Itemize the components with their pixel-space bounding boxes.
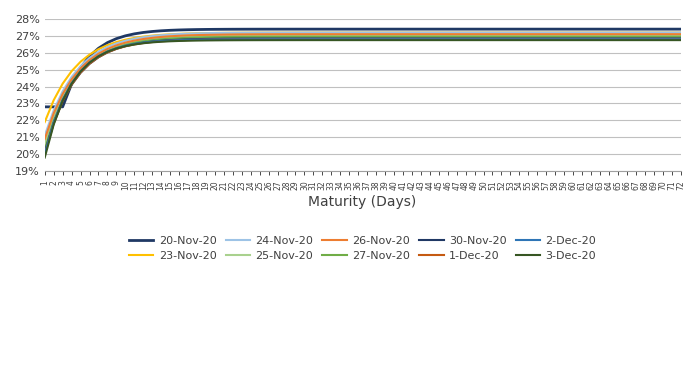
25-Nov-20 <box>41 140 49 145</box>
23-Nov-20 <box>470 30 479 35</box>
30-Nov-20 <box>444 36 452 40</box>
26-Nov-20 <box>399 32 407 36</box>
1-Dec-20 <box>130 42 139 47</box>
24-Nov-20 <box>41 134 49 138</box>
Line: 2-Dec-20: 2-Dec-20 <box>45 39 680 154</box>
2-Dec-20 <box>256 37 264 42</box>
30-Nov-20 <box>130 42 139 46</box>
3-Dec-20 <box>444 38 452 42</box>
27-Nov-20 <box>399 34 407 39</box>
26-Nov-20 <box>193 33 201 38</box>
20-Nov-20 <box>470 27 479 32</box>
26-Nov-20 <box>676 32 685 36</box>
Line: 24-Nov-20: 24-Nov-20 <box>45 33 680 136</box>
23-Nov-20 <box>130 36 139 40</box>
3-Dec-20 <box>130 42 139 47</box>
30-Nov-20 <box>399 36 407 40</box>
27-Nov-20 <box>676 34 685 39</box>
20-Nov-20 <box>41 105 49 109</box>
Line: 20-Nov-20: 20-Nov-20 <box>45 29 680 107</box>
1-Dec-20 <box>444 37 452 42</box>
23-Nov-20 <box>399 30 407 35</box>
1-Dec-20 <box>193 38 201 42</box>
2-Dec-20 <box>41 152 49 156</box>
30-Nov-20 <box>193 37 201 41</box>
24-Nov-20 <box>256 30 264 35</box>
27-Nov-20 <box>256 34 264 39</box>
30-Nov-20 <box>676 36 685 40</box>
24-Nov-20 <box>676 30 685 35</box>
24-Nov-20 <box>399 30 407 35</box>
3-Dec-20 <box>193 38 201 43</box>
20-Nov-20 <box>676 27 685 32</box>
20-Nov-20 <box>193 27 201 32</box>
23-Nov-20 <box>444 30 452 35</box>
23-Nov-20 <box>256 30 264 35</box>
2-Dec-20 <box>130 42 139 46</box>
24-Nov-20 <box>444 30 452 35</box>
26-Nov-20 <box>470 32 479 36</box>
27-Nov-20 <box>193 35 201 40</box>
Line: 3-Dec-20: 3-Dec-20 <box>45 40 680 158</box>
27-Nov-20 <box>41 147 49 152</box>
1-Dec-20 <box>41 152 49 156</box>
2-Dec-20 <box>444 37 452 42</box>
24-Nov-20 <box>130 36 139 41</box>
30-Nov-20 <box>470 36 479 40</box>
1-Dec-20 <box>399 37 407 42</box>
Line: 27-Nov-20: 27-Nov-20 <box>45 37 680 149</box>
25-Nov-20 <box>676 33 685 37</box>
25-Nov-20 <box>444 33 452 37</box>
25-Nov-20 <box>193 34 201 38</box>
20-Nov-20 <box>130 32 139 36</box>
3-Dec-20 <box>470 38 479 42</box>
25-Nov-20 <box>130 39 139 44</box>
27-Nov-20 <box>130 40 139 45</box>
26-Nov-20 <box>444 32 452 36</box>
Legend: 20-Nov-20, 23-Nov-20, 24-Nov-20, 25-Nov-20, 26-Nov-20, 27-Nov-20, 30-Nov-20, 1-D: 20-Nov-20, 23-Nov-20, 24-Nov-20, 25-Nov-… <box>125 231 601 266</box>
23-Nov-20 <box>41 120 49 124</box>
3-Dec-20 <box>256 38 264 42</box>
26-Nov-20 <box>130 38 139 43</box>
X-axis label: Maturity (Days): Maturity (Days) <box>309 195 416 209</box>
25-Nov-20 <box>399 33 407 37</box>
20-Nov-20 <box>256 27 264 32</box>
Line: 25-Nov-20: 25-Nov-20 <box>45 35 680 142</box>
3-Dec-20 <box>676 38 685 42</box>
Line: 23-Nov-20: 23-Nov-20 <box>45 33 680 122</box>
2-Dec-20 <box>193 38 201 42</box>
23-Nov-20 <box>676 30 685 35</box>
20-Nov-20 <box>444 27 452 32</box>
2-Dec-20 <box>399 37 407 42</box>
20-Nov-20 <box>399 27 407 32</box>
Line: 26-Nov-20: 26-Nov-20 <box>45 34 680 139</box>
1-Dec-20 <box>256 37 264 42</box>
Line: 1-Dec-20: 1-Dec-20 <box>45 39 680 154</box>
24-Nov-20 <box>470 30 479 35</box>
25-Nov-20 <box>470 33 479 37</box>
26-Nov-20 <box>256 32 264 37</box>
1-Dec-20 <box>470 37 479 42</box>
3-Dec-20 <box>41 155 49 160</box>
30-Nov-20 <box>41 150 49 155</box>
27-Nov-20 <box>470 34 479 39</box>
24-Nov-20 <box>193 31 201 36</box>
27-Nov-20 <box>444 34 452 39</box>
Line: 30-Nov-20: 30-Nov-20 <box>45 38 680 153</box>
25-Nov-20 <box>256 33 264 38</box>
1-Dec-20 <box>676 37 685 42</box>
3-Dec-20 <box>399 38 407 42</box>
2-Dec-20 <box>470 37 479 42</box>
26-Nov-20 <box>41 137 49 141</box>
2-Dec-20 <box>676 37 685 42</box>
30-Nov-20 <box>256 36 264 41</box>
23-Nov-20 <box>193 31 201 36</box>
